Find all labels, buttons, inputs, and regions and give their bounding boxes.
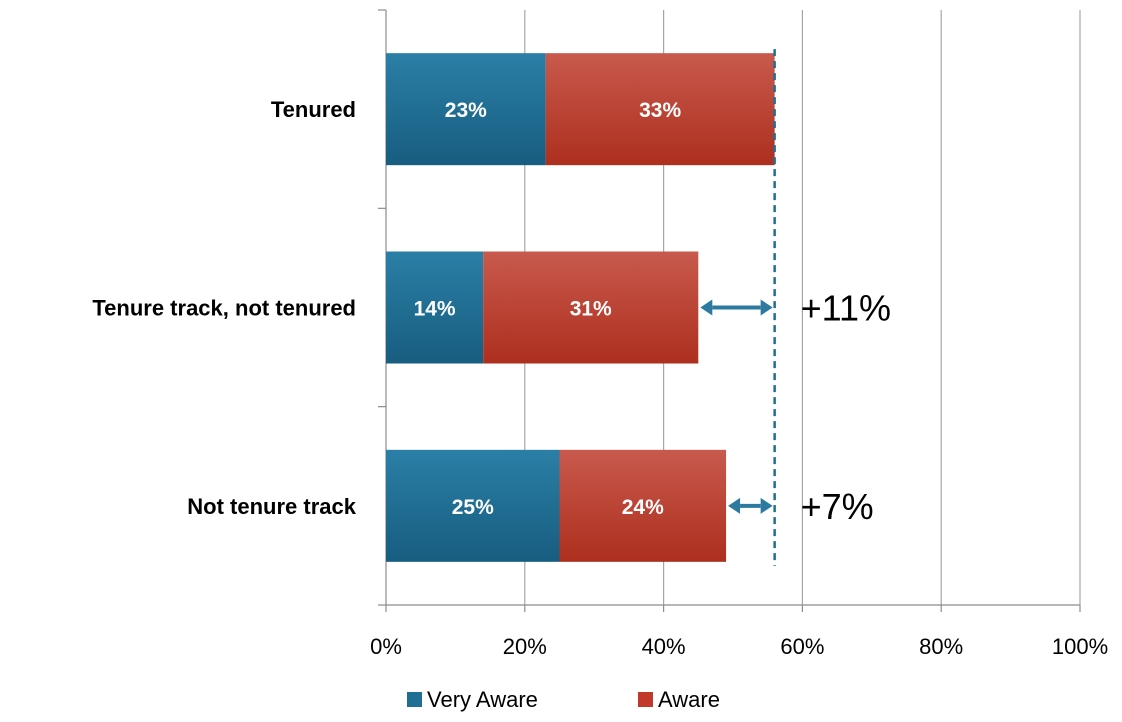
- difference-annotation: +7%: [801, 486, 874, 527]
- arrow-head-right: [760, 299, 773, 316]
- bar-data-label: 25%: [452, 496, 494, 519]
- x-tick-label: 20%: [503, 634, 547, 659]
- bar-data-label: 31%: [570, 298, 612, 321]
- legend-entry: Very Aware: [427, 687, 538, 712]
- bar-very-aware: [386, 53, 546, 166]
- bar-very-aware: [386, 251, 484, 364]
- x-tick-label: 80%: [919, 634, 963, 659]
- arrow-head-right: [760, 497, 773, 514]
- annotations: +11% +7%: [700, 49, 891, 566]
- category-label: Tenured: [271, 97, 356, 122]
- x-tick-label: 40%: [642, 634, 686, 659]
- category-label: Tenure track, not tenured: [92, 296, 356, 321]
- x-tick-label: 100%: [1052, 634, 1108, 659]
- bar-aware: [559, 449, 727, 562]
- bars: 23% 33% 14% 31% 25% 24%: [386, 53, 775, 562]
- arrow-head-left: [728, 497, 741, 514]
- difference-annotation: +11%: [801, 288, 891, 329]
- bar-aware: [545, 53, 775, 166]
- bar-data-label: 14%: [414, 298, 456, 321]
- bar-data-label: 33%: [639, 99, 681, 122]
- legend-swatch: [407, 692, 422, 707]
- bar-data-label: 24%: [622, 496, 664, 519]
- bar-aware: [483, 251, 699, 364]
- legend-swatch: [638, 692, 653, 707]
- x-tick-label: 60%: [780, 634, 824, 659]
- legend: Very Aware Aware: [407, 687, 720, 712]
- x-tick-label: 0%: [370, 634, 402, 659]
- legend-entry: Aware: [658, 687, 720, 712]
- category-label: Not tenure track: [187, 494, 356, 519]
- bar-data-label: 23%: [445, 99, 487, 122]
- arrow-head-left: [700, 299, 713, 316]
- bar-very-aware: [386, 449, 560, 562]
